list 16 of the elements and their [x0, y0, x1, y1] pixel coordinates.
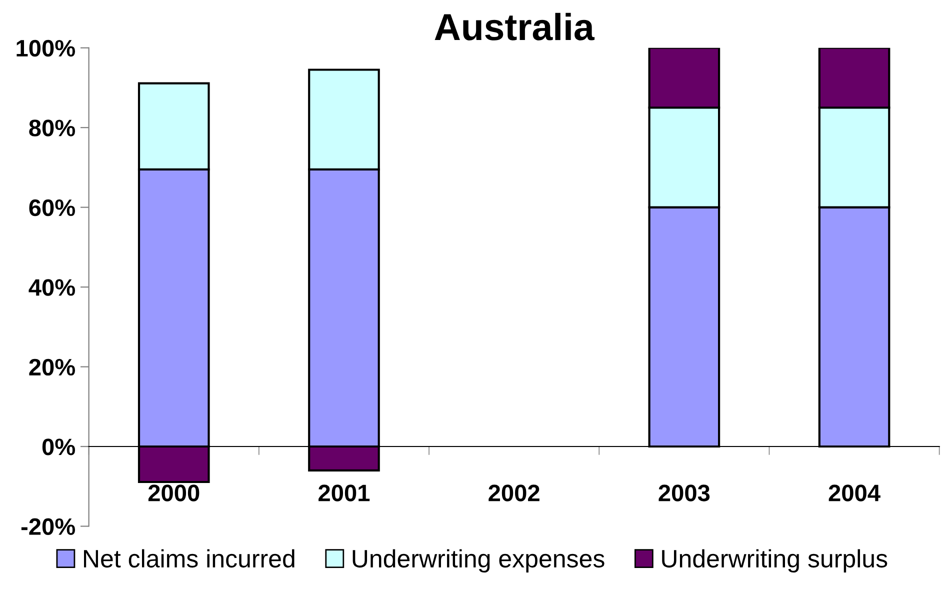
y-tick-label: 60%: [29, 199, 76, 216]
x-tick-label: 2000: [148, 484, 200, 502]
legend-label: Net claims incurred: [84, 549, 294, 568]
x-tick-label: 2003: [658, 484, 710, 502]
x-tick-label: 2001: [318, 484, 370, 502]
x-tick-label: 2004: [828, 484, 880, 502]
y-tick-label: -20%: [21, 518, 76, 536]
x-tick-label: 2002: [488, 484, 540, 502]
y-tick-label: 0%: [42, 438, 76, 456]
y-tick-label: 80%: [29, 120, 76, 136]
chart-title: Australia: [434, 12, 595, 40]
y-tick-label: 40%: [28, 279, 76, 296]
y-tick-label: 20%: [29, 358, 76, 376]
y-tick-label: 100%: [16, 40, 76, 57]
legend-label: Underwriting surplus: [662, 549, 888, 573]
legend-label: Underwriting expenses: [352, 549, 604, 573]
